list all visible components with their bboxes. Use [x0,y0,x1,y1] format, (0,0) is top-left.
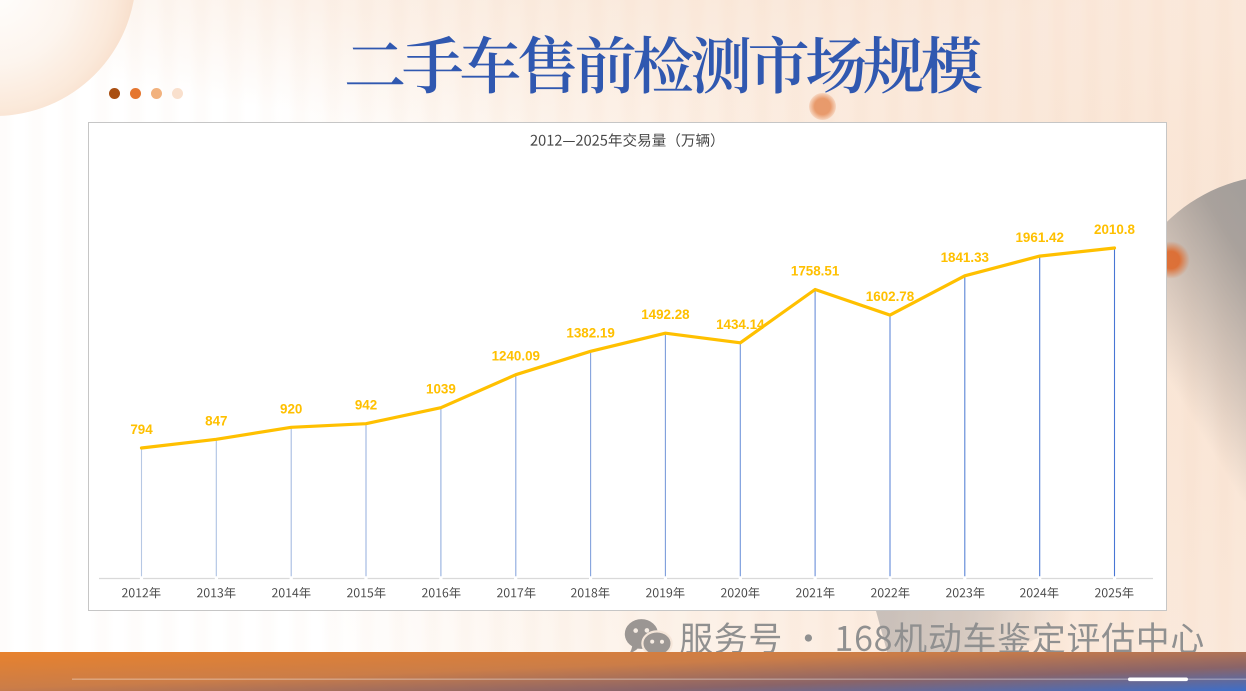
svg-text:1841.33: 1841.33 [941,250,989,265]
svg-text:920: 920 [280,401,302,416]
svg-text:1240.09: 1240.09 [492,349,540,364]
svg-text:1961.42: 1961.42 [1015,230,1063,245]
svg-text:2010.8: 2010.8 [1094,222,1136,237]
svg-text:794: 794 [130,422,153,437]
svg-text:1434.14: 1434.14 [716,317,765,332]
svg-text:942: 942 [355,398,377,413]
svg-text:1602.78: 1602.78 [866,289,915,304]
svg-text:1758.51: 1758.51 [791,264,840,279]
svg-text:847: 847 [205,413,227,428]
svg-text:1382.19: 1382.19 [566,325,614,340]
svg-text:1039: 1039 [426,382,456,397]
svg-text:1492.28: 1492.28 [641,307,690,322]
